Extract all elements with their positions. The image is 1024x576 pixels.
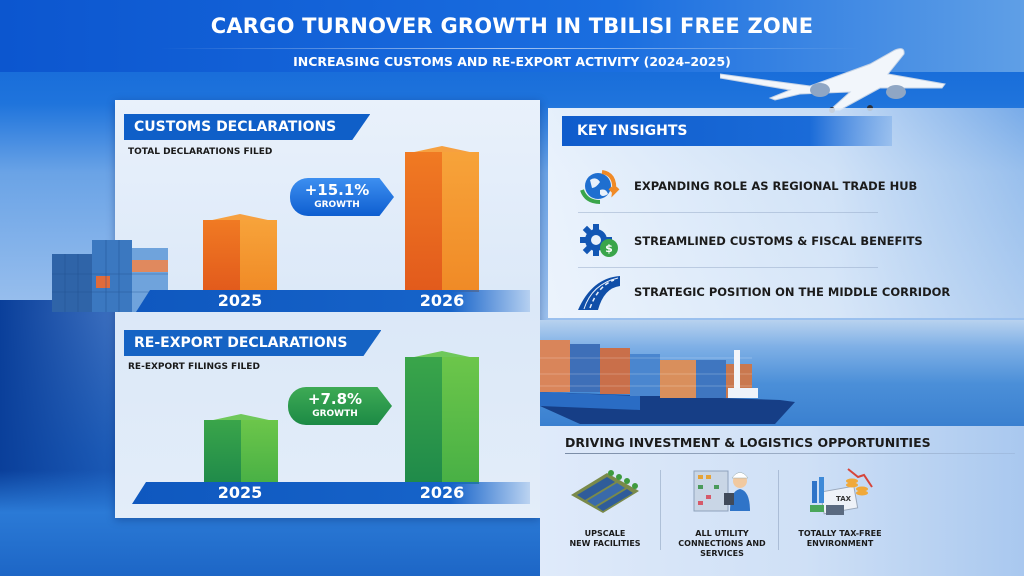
opportunity-label-line3: SERVICES <box>700 549 744 558</box>
customs-year-2025: 2025 <box>217 291 263 310</box>
reexport-sublabel: RE-EXPORT FILINGS FILED <box>128 362 260 372</box>
opportunity-label-line1: ALL UTILITY <box>695 529 749 538</box>
opportunities-title: DRIVING INVESTMENT & LOGISTICS OPPORTUNI… <box>565 435 931 450</box>
opportunity-label-line2: ENVIRONMENT <box>806 539 874 548</box>
page-title: CARGO TURNOVER GROWTH IN TBILISI FREE ZO… <box>210 14 814 38</box>
page-subtitle: INCREASING CUSTOMS AND RE-EXPORT ACTIVIT… <box>293 54 731 69</box>
customs-bar-2025 <box>203 214 277 292</box>
reexport-bar-2025 <box>204 414 278 484</box>
customs-growth-label: GROWTH <box>314 200 360 210</box>
reexport-year-2026: 2026 <box>419 483 465 502</box>
reexport-growth-pct: +7.8% <box>307 390 363 408</box>
customs-bar-2026 <box>405 146 479 292</box>
reexport-section-label: RE-EXPORT DECLARATIONS <box>124 330 381 356</box>
title-divider <box>160 48 860 49</box>
opportunity-separator <box>660 470 661 550</box>
airplane-icon <box>720 48 946 113</box>
insight-text: STREAMLINED CUSTOMS & FISCAL BENEFITS <box>634 234 923 248</box>
gear-money-icon: $ <box>580 224 618 257</box>
opportunity-label-line2: NEW FACILITIES <box>569 539 641 548</box>
reexport-bar-2026 <box>405 351 479 484</box>
insight-text: STRATEGIC POSITION ON THE MIDDLE CORRIDO… <box>634 285 951 299</box>
reexport-growth-label: GROWTH <box>312 409 358 419</box>
reexport-axis <box>132 482 530 504</box>
customs-sublabel: TOTAL DECLARATIONS FILED <box>128 147 273 157</box>
utility-worker-icon <box>693 470 750 512</box>
customs-year-2026: 2026 <box>419 291 465 310</box>
reexport-year-2025: 2025 <box>217 483 263 502</box>
opportunity-separator <box>778 470 779 550</box>
insight-item: STRATEGIC POSITION ON THE MIDDLE CORRIDO… <box>578 272 978 312</box>
globe-trade-icon <box>580 170 620 204</box>
tax-free-icon: TAX <box>810 468 873 515</box>
insight-divider <box>578 212 878 213</box>
road-icon <box>578 276 620 310</box>
opportunity-label-line1: UPSCALE <box>584 529 626 538</box>
customs-growth-pct: +15.1% <box>304 181 370 199</box>
customs-axis <box>136 290 530 312</box>
header-band <box>0 0 1024 72</box>
insight-text: EXPANDING ROLE AS REGIONAL TRADE HUB <box>634 179 918 193</box>
opportunity-item: ALL UTILITY CONNECTIONS AND SERVICES <box>667 465 777 559</box>
insight-item: $ STREAMLINED CUSTOMS & FISCAL BENEFITS <box>578 221 978 261</box>
opportunities-divider <box>565 453 1015 454</box>
insight-item: EXPANDING ROLE AS REGIONAL TRADE HUB <box>578 166 978 206</box>
cargo-ship-icon <box>540 340 795 424</box>
opportunity-label-line1: TOTALLY TAX-FREE <box>798 529 882 538</box>
opportunity-item: TAX TOTALLY TAX-FREE ENVIRONMENT <box>785 465 895 549</box>
facilities-icon <box>571 470 639 513</box>
customs-section-label: CUSTOMS DECLARATIONS <box>124 114 370 140</box>
opportunity-item: UPSCALE NEW FACILITIES <box>550 465 660 549</box>
customs-growth-badge: +15.1% GROWTH <box>290 178 394 216</box>
reexport-growth-badge: +7.8% GROWTH <box>288 387 392 425</box>
svg-text:TAX: TAX <box>836 495 852 503</box>
insights-header: KEY INSIGHTS <box>562 116 892 146</box>
insight-divider <box>578 267 878 268</box>
svg-text:$: $ <box>605 242 613 255</box>
opportunity-label-line2: CONNECTIONS AND <box>678 539 766 548</box>
